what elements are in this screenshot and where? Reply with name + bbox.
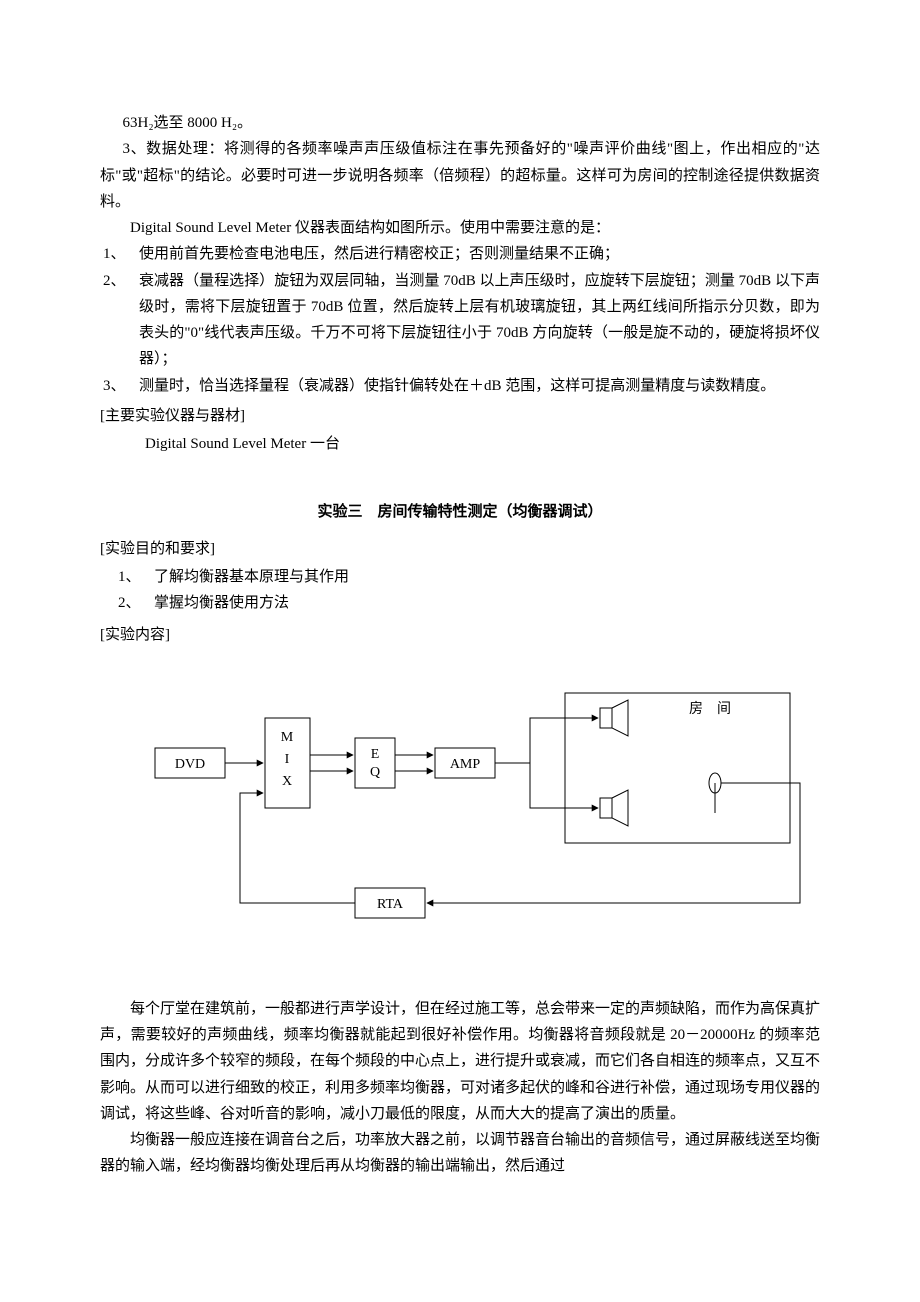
diagram-svg: DVD M I X E Q AMP 房 间 [100,663,820,963]
rta-label: RTA [377,897,404,912]
purpose-heading: [实验目的和要求] [100,536,820,562]
equipment-heading: [主要实验仪器与器材] [100,403,820,429]
list-number: 1、 [115,564,154,590]
equipment-line: Digital Sound Level Meter 一台 [100,431,820,457]
speaker-bottom-icon [600,790,628,826]
mix-label-x: X [282,774,292,789]
purpose-item-2: 2、 掌握均衡器使用方法 [115,590,820,616]
dvd-label: DVD [175,757,205,772]
intro-line0: 63H₂选至 8000 H₂。 [100,110,820,136]
arrow-to-speaker-bottom [530,763,598,808]
intro-item-3: 3、 测量时，恰当选择量程（衰减器）使指针偏转处在＋dB 范围，这样可提高测量精… [100,373,820,399]
amp-label: AMP [450,757,481,772]
list-number: 2、 [115,590,154,616]
signal-flow-diagram: DVD M I X E Q AMP 房 间 [100,663,820,972]
experiment3-title: 实验三 房间传输特性测定（均衡器调试） [100,499,820,525]
arrow-rta-mix [240,793,355,903]
room-label: 房 间 [689,701,731,717]
speaker-top-icon [600,700,628,736]
mix-label-m: M [281,730,294,745]
list-text: 衰减器（量程选择）旋钮为双层同轴，当测量 70dB 以上声压级时，应旋转下层旋钮… [139,268,820,373]
eq-node [355,738,395,788]
mix-label-i: I [285,752,290,767]
document-page: 63H₂选至 8000 H₂。 3、数据处理：将测得的各频率噪声声压级值标注在事… [0,0,920,1240]
room-node [565,693,790,843]
intro-item-1: 1、 使用前首先要检查电池电压，然后进行精密校正；否则测量结果不正确； [100,241,820,267]
body-para-2: 均衡器一般应连接在调音台之后，功率放大器之前，以调节器音台输出的音频信号，通过屏… [100,1127,820,1180]
list-text: 掌握均衡器使用方法 [154,590,820,616]
list-text: 了解均衡器基本原理与其作用 [154,564,820,590]
intro-p4: Digital Sound Level Meter 仪器表面结构如图所示。使用中… [100,215,820,241]
list-text: 使用前首先要检查电池电压，然后进行精密校正；否则测量结果不正确； [139,241,820,267]
intro-item-2: 2、 衰减器（量程选择）旋钮为双层同轴，当测量 70dB 以上声压级时，应旋转下… [100,268,820,373]
list-text: 测量时，恰当选择量程（衰减器）使指针偏转处在＋dB 范围，这样可提高测量精度与读… [139,373,820,399]
content-heading: [实验内容] [100,622,820,648]
purpose-item-1: 1、 了解均衡器基本原理与其作用 [115,564,820,590]
eq-label-e: E [371,747,380,762]
eq-label-q: Q [370,765,380,780]
list-number: 3、 [100,373,139,399]
list-number: 1、 [100,241,139,267]
arrow-to-speaker-top [530,718,598,763]
body-para-1: 每个厅堂在建筑前，一般都进行声学设计，但在经过施工等，总会带来一定的声频缺陷，而… [100,996,820,1127]
list-number: 2、 [100,268,139,373]
intro-p3: 3、数据处理：将测得的各频率噪声声压级值标注在事先预备好的"噪声评价曲线"图上，… [100,136,820,215]
